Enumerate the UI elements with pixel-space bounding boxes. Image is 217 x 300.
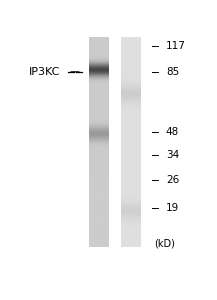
Text: 34: 34 xyxy=(166,150,179,160)
Text: 48: 48 xyxy=(166,127,179,137)
Text: 85: 85 xyxy=(166,67,179,77)
Text: (kD): (kD) xyxy=(154,239,175,249)
Text: 19: 19 xyxy=(166,203,179,213)
Text: IP3KC: IP3KC xyxy=(29,67,60,77)
Text: 26: 26 xyxy=(166,176,179,185)
Text: 117: 117 xyxy=(166,41,186,51)
